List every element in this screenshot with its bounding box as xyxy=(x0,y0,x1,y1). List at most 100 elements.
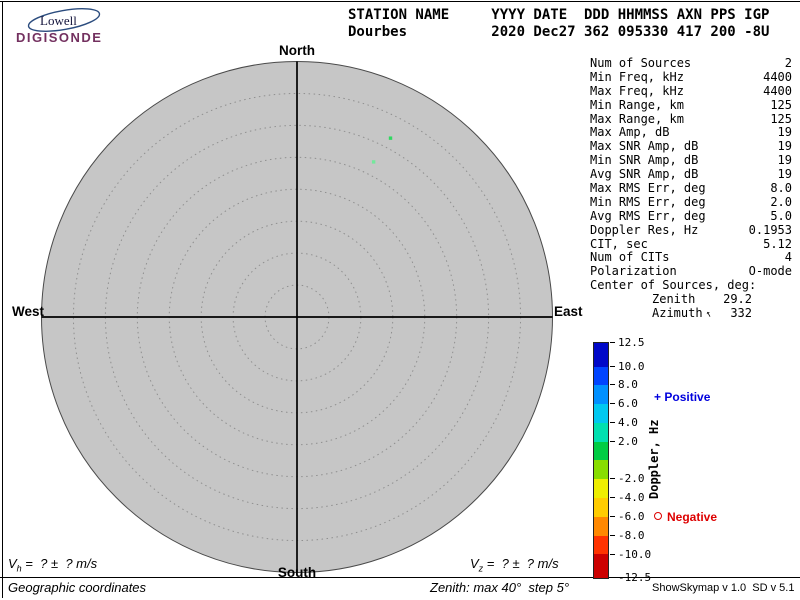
colorbar-tick-mark xyxy=(610,478,615,480)
software-version-text: ShowSkymap v 1.0 SD v 5.1 xyxy=(652,582,795,594)
parameter-value: 4 xyxy=(784,250,792,265)
parameter-list: Num of Sources 2 Min Freq, kHz 4400 Max Freq… xyxy=(590,56,792,321)
colorbar-tick-mark xyxy=(610,440,615,442)
compass-label-north: North xyxy=(279,43,315,58)
colorbar-segment xyxy=(594,404,608,423)
zenith-scale-note: Zenith: max 40° step 5° xyxy=(430,580,570,595)
colorbar-tick-mark xyxy=(610,365,615,367)
colorbar-tick-label: -10.0 xyxy=(618,547,652,561)
lowell-digisonde-logo: Lowell DIGISONDE xyxy=(8,5,140,47)
parameter-row: Polarization O-mode xyxy=(590,264,792,279)
window-frame-left xyxy=(2,1,3,598)
colorbar-tick-label: 2.0 xyxy=(618,434,638,448)
parameter-label: Azimuth↑ xyxy=(652,306,714,321)
colorbar-ticks: 12.5 10.0 8.0 6.0 4.0 2.0 -2.0 -4.0 -6.0 -8.0 -10.… xyxy=(610,337,674,583)
parameter-value: 2 xyxy=(784,56,792,70)
colorbar-tick-mark xyxy=(610,421,615,423)
compass-label-south: South xyxy=(277,565,317,580)
parameter-label: Avg RMS Err, deg xyxy=(590,208,706,223)
parameter-value: 125 xyxy=(770,111,792,126)
colorbar-tick-label: 10.0 xyxy=(618,359,645,373)
parameter-value: 8.0 xyxy=(770,181,792,196)
parameter-label: Doppler Res, Hz xyxy=(590,222,699,237)
coordinate-system-note: Geographic coordinates xyxy=(8,580,147,595)
parameter-row: Max Freq, kHz 4400 xyxy=(590,83,792,99)
status-bar-separator xyxy=(0,577,800,578)
parameter-row: Min SNR Amp, dB 19 xyxy=(590,153,792,168)
parameter-label: Num of CITs xyxy=(590,250,670,265)
vertical-velocity-readout: Vz = ? ± ? m/s xyxy=(470,556,559,574)
colorbar-tick-label: -4.0 xyxy=(618,491,645,505)
colorbar-segment xyxy=(594,385,608,405)
parameter-row: Num of Sources 2 xyxy=(590,56,792,71)
colorbar-segment xyxy=(594,366,608,386)
parameter-label: Polarization xyxy=(590,264,677,279)
positive-legend-label: Positive xyxy=(664,390,711,404)
colorbar-segment xyxy=(594,479,608,499)
horizontal-velocity-readout: Vh = ? ± ? m/s xyxy=(8,556,97,574)
vh-symbol: V xyxy=(8,556,17,571)
negative-legend-label: Negative xyxy=(667,510,718,524)
parameter-value: 125 xyxy=(770,97,792,112)
parameter-row: Zenith 29.2 xyxy=(590,292,792,307)
positive-doppler-legend: + Positive xyxy=(654,390,710,404)
parameter-label: Center of Sources, deg: xyxy=(590,278,757,293)
colorbar-axis-label: Doppler, Hz xyxy=(647,419,661,499)
vz-value: = ? ± ? m/s xyxy=(483,556,559,571)
parameter-row: Min RMS Err, deg 2.0 xyxy=(590,194,792,210)
parameter-label: Num of Sources xyxy=(590,56,692,70)
colorbar-tick-mark xyxy=(610,515,615,517)
compass-label-east: East xyxy=(554,304,583,319)
parameter-label: Avg SNR Amp, dB xyxy=(590,167,699,182)
parameter-value: 332 xyxy=(730,306,752,321)
colorbar-segment xyxy=(594,422,608,442)
parameter-row: Min Range, km 125 xyxy=(590,97,792,113)
parameter-label: Min RMS Err, deg xyxy=(590,194,706,209)
parameter-value: 19 xyxy=(777,139,792,154)
parameter-row: Min Freq, kHz 4400 xyxy=(590,69,792,85)
colorbar-tick-mark xyxy=(610,403,615,405)
parameter-label: Max Amp, dB xyxy=(590,125,670,140)
compass-label-west: West xyxy=(12,304,45,319)
vh-value: = ? ± ? m/s xyxy=(21,556,98,571)
station-header: STATION NAME YYYY DATE DDD HHMMSS AXN PP… xyxy=(348,7,769,41)
header-column-titles: STATION NAME YYYY DATE DDD HHMMSS AXN PP… xyxy=(348,7,770,23)
parameter-row: Max Range, km 125 xyxy=(590,111,792,127)
parameter-label: Min Freq, kHz xyxy=(590,69,684,84)
window-frame-top xyxy=(0,1,800,2)
colorbar-tick-label: 6.0 xyxy=(618,397,638,411)
logo-orbit-icon xyxy=(27,8,101,32)
parameter-label: Max RMS Err, deg xyxy=(590,181,706,196)
colorbar-tick-label: -12.5 xyxy=(618,571,652,584)
parameter-value: O-mode xyxy=(748,264,792,279)
parameter-value: 5.12 xyxy=(763,236,792,251)
parameter-label: Max SNR Amp, dB xyxy=(590,139,699,154)
colorbar-tick-mark xyxy=(610,384,615,386)
parameter-row: Max Amp, dB 19 xyxy=(590,126,792,140)
colorbar-gradient xyxy=(593,342,609,579)
parameter-row: Avg SNR Amp, dB 19 xyxy=(590,167,792,182)
parameter-row: Center of Sources, deg: xyxy=(590,278,792,293)
parameter-value: 4400 xyxy=(763,69,792,84)
colorbar-segment xyxy=(594,343,608,367)
colorbar-segment xyxy=(594,554,608,578)
colorbar-tick-label: -2.0 xyxy=(618,472,645,486)
parameter-label: Max Freq, kHz xyxy=(590,83,684,98)
colorbar-tick-label: 8.0 xyxy=(618,378,638,392)
parameter-value: 0.1953 xyxy=(748,222,792,237)
colorbar-tick-label: -6.0 xyxy=(618,509,645,523)
parameter-value: 29.2 xyxy=(723,292,752,307)
colorbar-segment xyxy=(594,460,608,480)
parameter-value: 19 xyxy=(777,153,792,168)
parameter-value: 19 xyxy=(777,125,792,140)
colorbar-tick-mark xyxy=(610,577,615,578)
parameter-row: CIT, sec 5.12 xyxy=(590,236,792,252)
colorbar-tick-label: 4.0 xyxy=(618,415,638,429)
vh-subscript: h xyxy=(16,563,22,574)
parameter-label: Min SNR Amp, dB xyxy=(590,153,699,168)
header-station-values: Dourbes 2020 Dec27 362 095330 417 200 -8… xyxy=(348,24,770,40)
colorbar-tick-mark xyxy=(610,342,615,343)
colorbar-segment xyxy=(594,441,608,461)
parameter-row: Max SNR Amp, dB 19 xyxy=(590,139,792,154)
azimuth-direction-arrow-icon: ↑ xyxy=(703,308,714,321)
